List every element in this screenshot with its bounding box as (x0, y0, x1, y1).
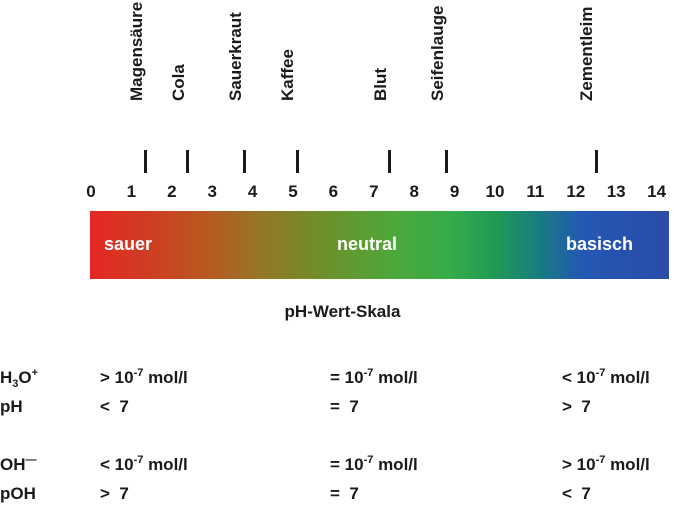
poh-neutral-value: = 7 (330, 484, 359, 503)
marker-label: Sauerkraut (225, 12, 245, 101)
scale-number: 8 (409, 182, 419, 201)
oh-neutral-value: = 10-7 mol/l (330, 454, 418, 475)
scale-number: 2 (167, 182, 177, 201)
scale-number: 14 (647, 182, 667, 201)
scale-number: 11 (526, 182, 545, 201)
ph-row-label: pH (0, 397, 23, 416)
scale-number: 1 (126, 182, 137, 201)
poh-base-value: < 7 (562, 484, 591, 503)
h3o-base-value: < 10-7 mol/l (562, 367, 650, 388)
ph-acid-value: < 7 (100, 397, 129, 416)
marker-tick (388, 150, 392, 173)
marker-label: Magensäure (126, 1, 146, 101)
ph-base-value: > 7 (562, 397, 591, 416)
marker-tick (144, 150, 148, 173)
marker-tick (243, 150, 247, 173)
scale-number: 10 (485, 182, 505, 201)
marker-label: Seifenlauge (427, 5, 447, 101)
oh-acid-value: < 10-7 mol/l (100, 454, 188, 475)
ph-gradient-bar (90, 211, 669, 279)
scale-number: 6 (328, 182, 339, 201)
marker-tick (445, 150, 449, 173)
scale-number: 9 (449, 182, 460, 201)
acid-label: sauer (104, 234, 153, 254)
scale-number: 4 (247, 182, 258, 201)
neutral-label: neutral (337, 234, 398, 254)
marker-label: Kaffee (278, 49, 298, 101)
scale-number: 12 (566, 182, 586, 201)
scale-number: 3 (207, 182, 217, 201)
marker-label: Cola (168, 64, 188, 101)
scale-number: 7 (369, 182, 379, 201)
scale-number: 5 (288, 182, 298, 201)
ph-neutral-value: = 7 (330, 397, 359, 416)
marker-tick (594, 150, 598, 173)
scale-number: 13 (606, 182, 626, 201)
scale-number: 0 (86, 182, 96, 201)
h3o-neutral-value: = 10-7 mol/l (330, 367, 418, 388)
marker-tick (295, 150, 299, 173)
marker-tick (186, 150, 190, 173)
scale-title: pH-Wert-Skala (284, 302, 401, 321)
marker-label: Zementleim (577, 6, 596, 101)
base-label: basisch (566, 234, 634, 254)
h3o-acid-value: > 10-7 mol/l (100, 367, 188, 388)
oh-row-label: OH— (0, 454, 37, 475)
poh-row-label: pOH (0, 484, 36, 503)
poh-acid-value: > 7 (100, 484, 129, 503)
h3o-row-label: H3O+ (0, 367, 39, 390)
oh-base-value: > 10-7 mol/l (562, 454, 650, 475)
marker-label: Blut (370, 67, 390, 101)
